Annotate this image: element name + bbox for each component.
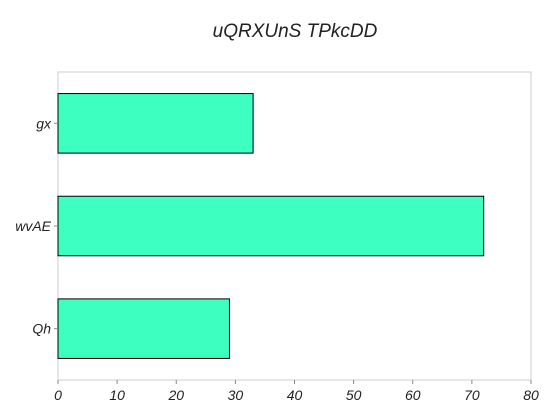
- x-axis: 0 10 20 30 40 50 60 70 80: [54, 380, 539, 403]
- x-tick-label: 30: [228, 387, 244, 403]
- x-tick-label: 60: [405, 387, 421, 403]
- bars-group: [57, 93, 485, 359]
- x-tick-label: 70: [464, 387, 480, 403]
- x-tick-label: 10: [109, 387, 125, 403]
- x-tick-label: 80: [523, 387, 539, 403]
- bar-gx: [57, 93, 254, 154]
- x-tick-label: 50: [346, 387, 362, 403]
- x-tick-label: 20: [167, 387, 184, 403]
- chart-title: uQRXUnS TPkcDD: [213, 21, 378, 42]
- y-axis: gx wvAE Qh: [15, 115, 58, 337]
- bar-wvAE: [57, 195, 485, 257]
- x-tick-label: 40: [287, 387, 303, 403]
- y-tick-label: wvAE: [15, 218, 51, 234]
- x-tick-label: 0: [54, 387, 62, 403]
- bar-Qh: [57, 298, 230, 359]
- y-tick-label: Qh: [32, 321, 51, 337]
- y-tick-label: gx: [36, 115, 52, 131]
